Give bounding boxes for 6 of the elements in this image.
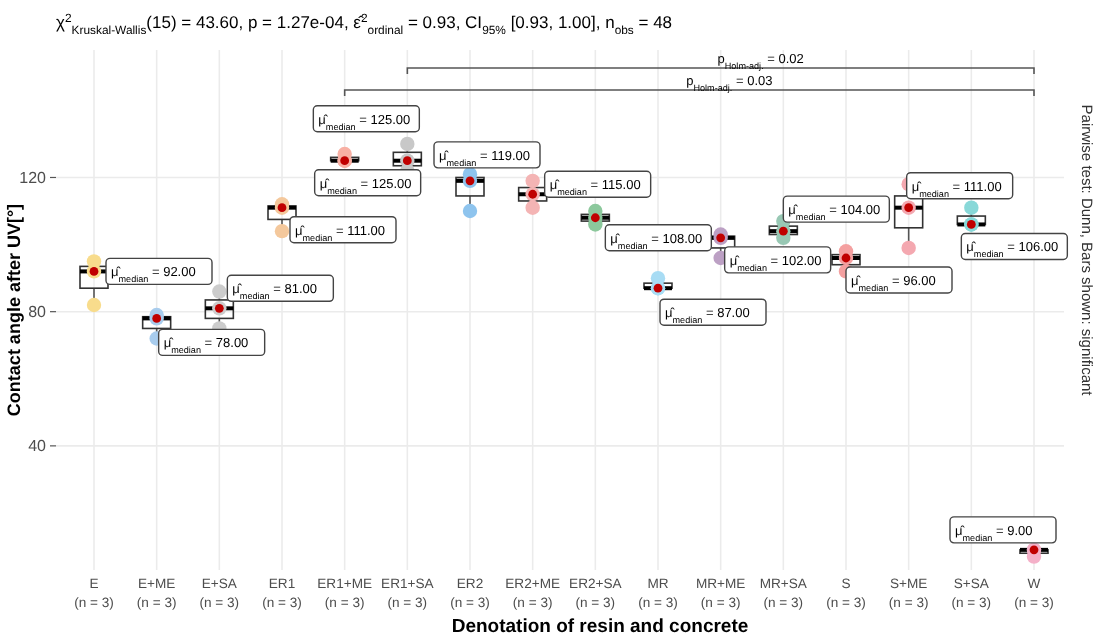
x-axis-title: Denotation of resin and concrete (451, 616, 749, 638)
y-axis-title: Contact angle after UV[°] (4, 203, 24, 417)
y-tick-label: 80 (28, 303, 48, 322)
y-tick-label: 120 (19, 169, 48, 188)
y-tick-label: 40 (28, 437, 48, 456)
chart-title: χ$^{2}$$_{Kruskal-Wallis}$(15) = 43.60, p = 1.27e-04, ε̂$^{2}$$_{ordinal}$ = 0.93, CI$_{95%}$ [0.93, 1.00], n$_{obs}$ = 48 (56, 12, 673, 38)
